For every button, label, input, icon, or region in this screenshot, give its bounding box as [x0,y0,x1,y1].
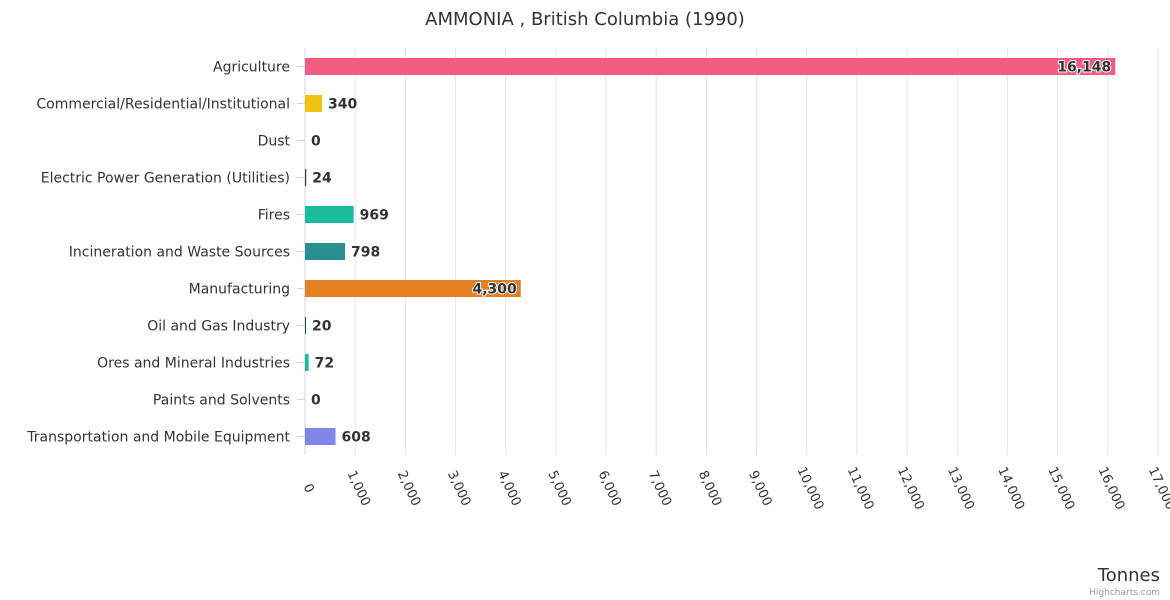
data-label: 798 [351,245,380,261]
x-tick-label: 6,000 [595,468,624,508]
data-label: 969 [360,208,389,224]
x-tick-label: 9,000 [745,468,774,508]
x-tick-labels: 0 1,000 2,000 3,000 4,000 5,000 6,000 7,000 8,00… [300,465,1170,513]
bar[interactable] [305,58,1116,75]
x-tick-label: 8,000 [695,468,724,508]
credits-link[interactable]: Highcharts.com [1089,588,1160,598]
data-label: 340 [328,97,357,113]
data-label: 16,148 [1057,60,1111,76]
bar[interactable] [305,169,307,186]
x-tick-label: 3,000 [444,468,473,508]
x-tick-label: 11,000 [844,465,877,513]
bar[interactable] [305,317,307,334]
bar[interactable] [305,354,309,371]
data-labels: 16,148 340 0 24 969 798 4,300 20 72 0 608 [311,59,1112,446]
bar[interactable] [305,95,323,112]
category-label: Fires [258,208,290,224]
x-tick-label: 7,000 [645,468,674,508]
category-label: Commercial/Residential/Institutional [36,97,290,113]
category-label: Electric Power Generation (Utilities) [41,171,290,187]
category-label: Incineration and Waste Sources [69,245,290,261]
bar[interactable] [305,243,346,260]
x-tick-label: 10,000 [794,465,827,513]
x-tick-label: 12,000 [894,465,927,513]
bar[interactable] [305,280,521,297]
category-label: Oil and Gas Industry [147,319,290,335]
chart-title: AMMONIA , British Columbia (1990) [425,9,745,30]
x-tick-label: 0 [300,482,317,496]
category-labels: Agriculture Commercial/Residential/Instit… [26,60,290,446]
bars [305,58,1116,445]
data-label: 20 [312,319,332,335]
x-tick-label: 14,000 [994,465,1027,513]
data-label: 0 [311,393,321,409]
x-tick-label: 4,000 [494,468,523,508]
x-axis-title: Tonnes [1097,565,1160,586]
x-tick-label: 5,000 [544,468,573,508]
category-axis [297,48,306,455]
bar[interactable] [305,428,336,445]
data-label: 608 [342,430,371,446]
x-tick-label: 15,000 [1044,465,1077,513]
category-label: Agriculture [213,60,290,76]
data-label: 4,300 [472,282,517,298]
gridlines [304,48,1159,455]
category-label: Transportation and Mobile Equipment [26,430,290,446]
category-label: Ores and Mineral Industries [97,356,290,372]
data-label: 0 [311,134,321,150]
category-label: Manufacturing [189,282,290,298]
data-label: 72 [315,356,334,372]
x-tick-label: 1,000 [344,468,373,508]
category-label: Paints and Solvents [153,393,290,409]
data-label: 24 [312,171,332,187]
x-tick-label: 13,000 [944,465,977,513]
category-label: Dust [258,134,291,150]
x-tick-label: 17,000 [1145,465,1170,513]
bar[interactable] [305,206,354,223]
x-tick-label: 16,000 [1095,465,1128,513]
x-tick-label: 2,000 [394,468,423,508]
